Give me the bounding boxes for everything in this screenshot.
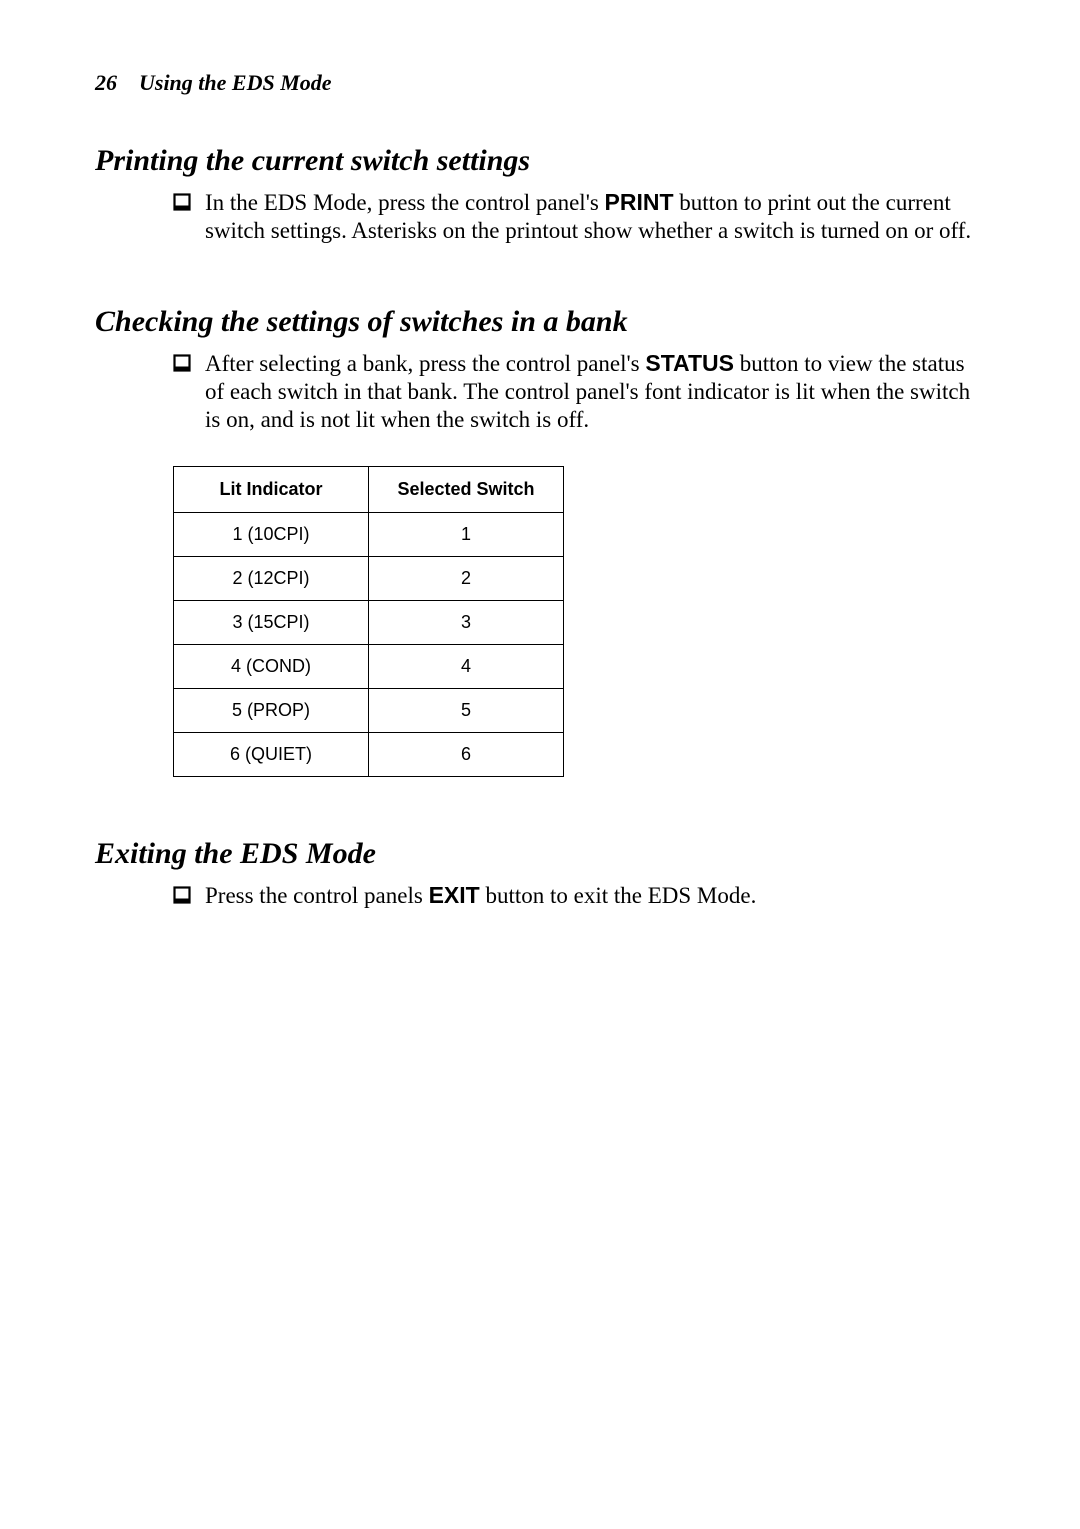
table-cell: 1 (10CPI) (174, 513, 369, 557)
running-header: 26 Using the EDS Mode (95, 70, 980, 96)
button-name-status: STATUS (645, 350, 734, 376)
table-header-row: Lit Indicator Selected Switch (174, 467, 564, 513)
table-cell: 4 (COND) (174, 645, 369, 689)
list-item: In the EDS Mode, press the control panel… (173, 188, 980, 245)
table-row: 5 (PROP) 5 (174, 689, 564, 733)
item-text: Press the control panels EXIT button to … (205, 881, 980, 910)
section-heading-checking: Checking the settings of switches in a b… (95, 305, 980, 339)
section-heading-exiting: Exiting the EDS Mode (95, 837, 980, 871)
section-block-exiting: Press the control panels EXIT button to … (173, 881, 980, 910)
table-row: 1 (10CPI) 1 (174, 513, 564, 557)
page-container: 26Using the EDS Mode Printing the curren… (0, 0, 1080, 1529)
page-number: 26 (95, 70, 117, 96)
text-post: button to exit the EDS Mode. (480, 883, 757, 908)
running-title: Using the EDS Mode (139, 70, 332, 95)
switch-indicator-table: Lit Indicator Selected Switch 1 (10CPI) … (173, 466, 564, 777)
section-block-checking: After selecting a bank, press the contro… (173, 349, 980, 777)
text-pre: After selecting a bank, press the contro… (205, 351, 645, 376)
section-block-printing: In the EDS Mode, press the control panel… (173, 188, 980, 245)
table-cell: 1 (369, 513, 564, 557)
table-header-cell: Selected Switch (369, 467, 564, 513)
item-text: In the EDS Mode, press the control panel… (205, 188, 980, 245)
button-name-print: PRINT (605, 189, 674, 215)
checkbox-bullet-icon (173, 193, 191, 211)
table-cell: 4 (369, 645, 564, 689)
table-row: 2 (12CPI) 2 (174, 557, 564, 601)
text-pre: Press the control panels (205, 883, 429, 908)
list-item: Press the control panels EXIT button to … (173, 881, 980, 910)
table-row: 4 (COND) 4 (174, 645, 564, 689)
button-name-exit: EXIT (429, 882, 480, 908)
table-row: 6 (QUIET) 6 (174, 733, 564, 777)
section-heading-printing: Printing the current switch settings (95, 144, 980, 178)
table-row: 3 (15CPI) 3 (174, 601, 564, 645)
table-cell: 6 (QUIET) (174, 733, 369, 777)
list-item: After selecting a bank, press the contro… (173, 349, 980, 434)
item-text: After selecting a bank, press the contro… (205, 349, 980, 434)
table-cell: 2 (369, 557, 564, 601)
table-header-cell: Lit Indicator (174, 467, 369, 513)
checkbox-bullet-icon (173, 354, 191, 372)
table-cell: 6 (369, 733, 564, 777)
table-cell: 5 (PROP) (174, 689, 369, 733)
table-cell: 2 (12CPI) (174, 557, 369, 601)
table-cell: 5 (369, 689, 564, 733)
table-cell: 3 (15CPI) (174, 601, 369, 645)
checkbox-bullet-icon (173, 886, 191, 904)
text-pre: In the EDS Mode, press the control panel… (205, 190, 605, 215)
table-cell: 3 (369, 601, 564, 645)
